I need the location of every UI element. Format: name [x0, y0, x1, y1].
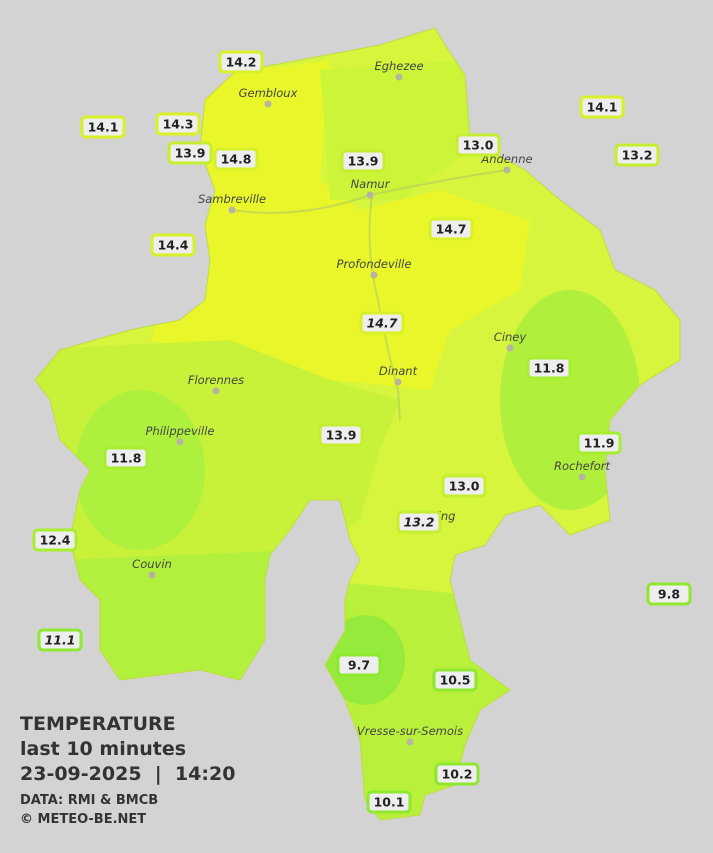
city-label: Ciney — [494, 330, 527, 344]
city-dot — [228, 206, 236, 214]
city-dot — [578, 473, 586, 481]
city-dot — [370, 271, 378, 279]
station-box — [340, 149, 386, 173]
station-value: 11.8 — [534, 361, 565, 376]
station-box — [646, 582, 692, 606]
city-label: Florennes — [188, 373, 244, 387]
station-box — [336, 653, 382, 677]
station-box — [80, 115, 126, 139]
station-box — [396, 510, 442, 534]
station-box — [526, 356, 572, 380]
city-label: Vresse-sur-Semois — [357, 724, 463, 738]
station-value: 9.8 — [658, 587, 680, 602]
station-box — [434, 762, 480, 786]
legend-datetime: 23-09-2025 | 14:20 — [20, 763, 235, 785]
city-dot — [212, 387, 220, 395]
station-box — [218, 50, 264, 74]
station-box — [213, 147, 259, 171]
station-value: 13.2 — [404, 515, 435, 530]
station-box — [455, 133, 501, 157]
legend-title: TEMPERATURE — [20, 713, 176, 735]
city-label: Eghezee — [374, 59, 423, 73]
city-label: Sambreville — [198, 192, 266, 206]
legend-subtitle: last 10 minutes — [20, 738, 186, 760]
station-value: 13.9 — [348, 154, 379, 169]
station-value: 11.8 — [111, 451, 142, 466]
station-box — [366, 790, 412, 814]
station-value: 14.7 — [436, 222, 467, 237]
city-dot — [148, 571, 156, 579]
station-value: 10.1 — [374, 795, 405, 810]
station-value: 13.9 — [326, 428, 357, 443]
station-box — [318, 423, 364, 447]
station-box — [103, 446, 149, 470]
city-dot — [406, 738, 414, 746]
city-dot — [506, 344, 514, 352]
legend-copyright: © METEO-BE.NET — [20, 812, 146, 827]
station-box — [150, 233, 196, 257]
city-dot — [394, 378, 402, 386]
city-label: Rochefort — [554, 459, 611, 473]
station-value: 13.0 — [463, 138, 494, 153]
cities: EghezeeGemblouxAndenneNamurSambrevillePr… — [132, 59, 611, 746]
station-value: 14.8 — [221, 152, 252, 167]
city-dot — [395, 73, 403, 81]
city-dot — [366, 191, 374, 199]
city-label: Philippeville — [146, 424, 215, 438]
city-dot — [503, 166, 511, 174]
station-value: 14.3 — [163, 117, 194, 132]
city-label: Dinant — [379, 364, 418, 378]
station-value: 14.1 — [88, 120, 119, 135]
station-value: 9.7 — [348, 658, 370, 673]
station-box — [441, 474, 487, 498]
station-value: 13.0 — [449, 479, 480, 494]
station-value: 14.2 — [226, 55, 257, 70]
city-dot — [176, 438, 184, 446]
station-value: 11.1 — [45, 633, 76, 648]
station-box — [359, 311, 405, 335]
stations: 14.2 14.1 14.3 13.9 14.8 13.9 13.0 14.1 13.2 14.4… — [32, 50, 692, 814]
station-box — [37, 628, 83, 652]
city-label: Couvin — [132, 557, 172, 571]
station-value: 11.9 — [584, 436, 615, 451]
station-box — [32, 528, 78, 552]
station-box — [576, 431, 622, 455]
city-label: Profondeville — [337, 257, 412, 271]
legend-source: DATA: RMI & BMCB — [20, 793, 158, 808]
station-box — [614, 143, 660, 167]
city-label: Gembloux — [239, 86, 298, 100]
station-value: 10.5 — [440, 673, 471, 688]
city-dot — [264, 100, 272, 108]
station-box — [167, 141, 213, 165]
river — [368, 194, 401, 421]
station-value: 12.4 — [40, 533, 71, 548]
city-label: Namur — [351, 177, 391, 191]
station-value: 10.2 — [442, 767, 473, 782]
station-box — [428, 217, 474, 241]
station-box — [579, 95, 625, 119]
station-value: 14.7 — [367, 316, 398, 331]
station-box — [155, 112, 201, 136]
station-box — [432, 668, 478, 692]
station-value: 13.9 — [175, 146, 206, 161]
station-value: 14.4 — [158, 238, 189, 253]
station-value: 14.1 — [587, 100, 618, 115]
station-value: 13.2 — [622, 148, 653, 163]
